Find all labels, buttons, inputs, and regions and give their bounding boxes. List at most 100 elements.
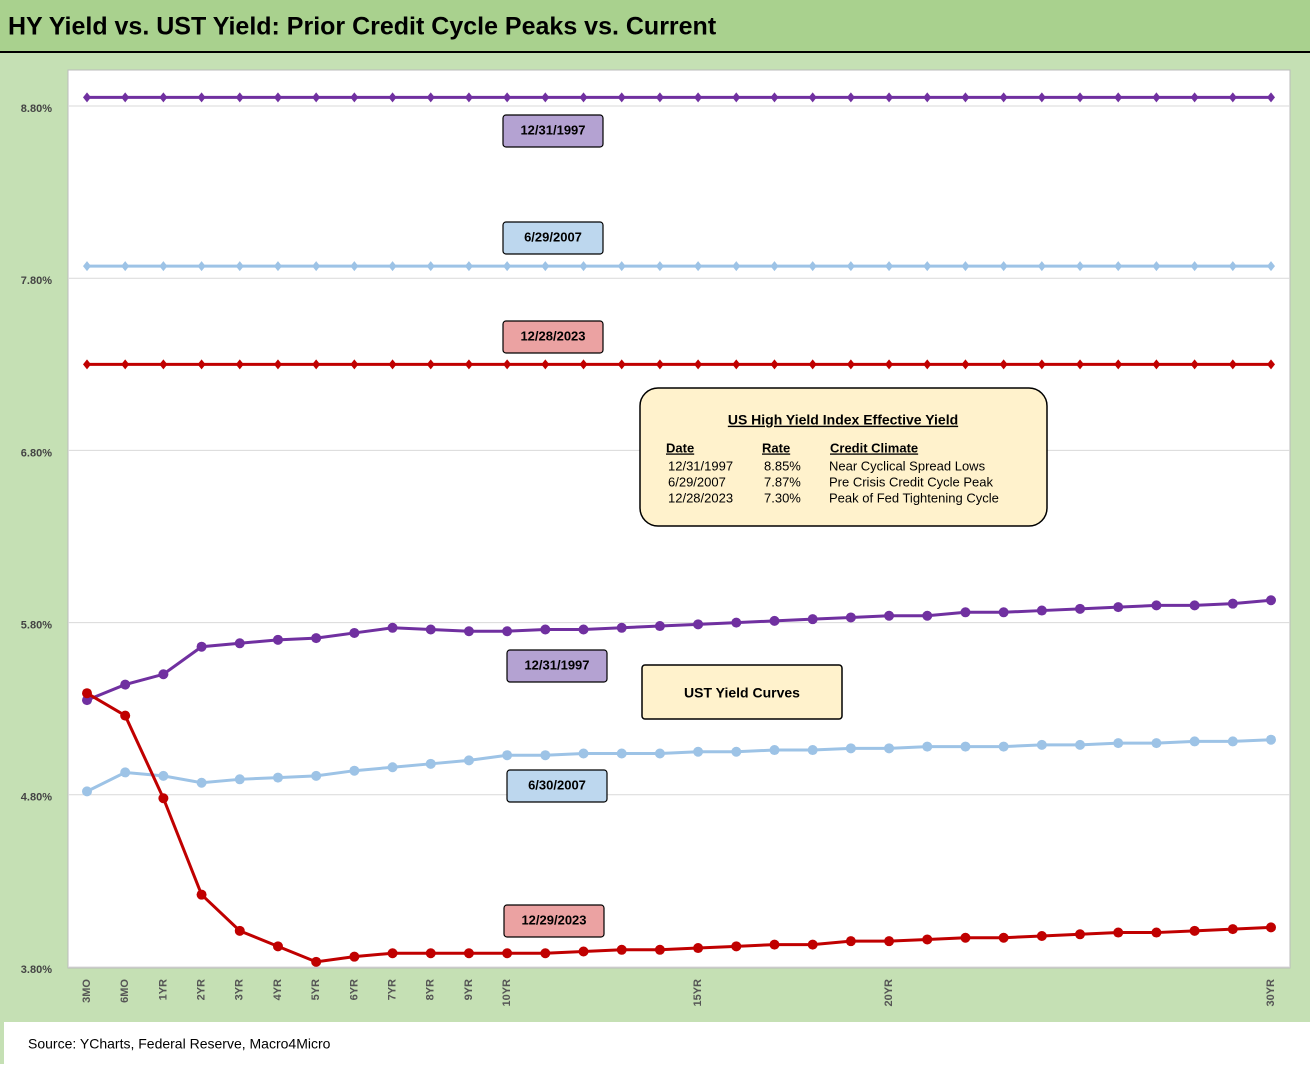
point [82, 786, 92, 797]
point [654, 748, 665, 759]
series-label: 6/30/2007 [528, 777, 586, 792]
point [617, 261, 626, 272]
series-line [86, 598, 1272, 702]
point [655, 261, 664, 272]
point [845, 743, 856, 754]
point [388, 92, 397, 103]
point [579, 359, 588, 370]
x-tick-label: 15YR [692, 979, 704, 1007]
point [1113, 602, 1124, 613]
info-box [639, 387, 1048, 527]
point [82, 695, 92, 706]
point [998, 607, 1009, 618]
point [234, 925, 245, 936]
point [1228, 261, 1237, 272]
point [999, 261, 1008, 272]
y-tick-label: 6.80% [21, 447, 52, 459]
series-label-box [502, 221, 604, 255]
table-header: Credit Climate [830, 440, 918, 455]
point [464, 92, 473, 103]
point [1152, 359, 1161, 370]
point [1266, 922, 1276, 933]
point [1189, 736, 1200, 747]
point [159, 261, 168, 272]
point [82, 688, 92, 699]
point [617, 92, 626, 103]
chart-title: HY Yield vs. UST Yield: Prior Credit Cyc… [8, 13, 717, 41]
point [312, 359, 321, 370]
point [1037, 92, 1046, 103]
point [425, 948, 436, 959]
series-label: 6/29/2007 [524, 229, 582, 244]
point [1076, 261, 1085, 272]
point [732, 261, 741, 272]
point [463, 755, 474, 766]
point [579, 92, 588, 103]
series-label: 12/29/2023 [521, 912, 586, 927]
x-tick-label: 1YR [157, 979, 169, 1000]
point [923, 359, 932, 370]
point [960, 932, 971, 943]
point [693, 619, 704, 630]
point [387, 948, 398, 959]
point [960, 741, 971, 752]
point [503, 92, 512, 103]
point [388, 261, 397, 272]
point [1114, 92, 1123, 103]
point [197, 92, 206, 103]
point [159, 92, 168, 103]
series-label: 12/31/1997 [524, 657, 589, 672]
point [1228, 92, 1237, 103]
point [1114, 261, 1123, 272]
point [617, 359, 626, 370]
series-label: 12/31/1997 [520, 122, 585, 137]
point [923, 261, 932, 272]
point [655, 359, 664, 370]
point [845, 936, 856, 947]
overlays: US High Yield Index Effective Yield Date… [502, 114, 1048, 938]
point [807, 745, 818, 756]
point [1036, 739, 1047, 750]
point [579, 261, 588, 272]
point [197, 261, 206, 272]
point [922, 934, 933, 945]
point [998, 741, 1009, 752]
point [654, 621, 665, 632]
point [884, 610, 895, 621]
point [731, 617, 742, 628]
point [1075, 929, 1086, 940]
point [540, 750, 551, 761]
x-tick-label: 4YR [272, 979, 284, 1000]
table-title: US High Yield Index Effective Yield [728, 412, 958, 428]
point [349, 951, 360, 962]
point [808, 359, 817, 370]
annotation-box [641, 664, 843, 720]
series-line [86, 738, 1272, 793]
point [999, 359, 1008, 370]
point [770, 92, 779, 103]
point [1151, 738, 1162, 749]
point [922, 610, 933, 621]
x-tick-label: 20YR [883, 979, 895, 1007]
point [235, 92, 244, 103]
point [961, 359, 970, 370]
point [998, 932, 1009, 943]
point [1151, 927, 1162, 938]
x-tick-label: 7YR [386, 979, 398, 1000]
point [1227, 924, 1238, 935]
point [578, 624, 589, 635]
point [388, 359, 397, 370]
point [272, 941, 283, 952]
point [83, 92, 91, 103]
point [273, 261, 282, 272]
point [502, 948, 513, 959]
point [272, 772, 283, 783]
y-tick-label: 5.80% [21, 620, 52, 632]
point [425, 624, 436, 635]
point [1266, 595, 1276, 606]
point [541, 261, 550, 272]
point [83, 359, 91, 370]
point [502, 626, 513, 637]
point [1190, 261, 1199, 272]
point [961, 92, 970, 103]
